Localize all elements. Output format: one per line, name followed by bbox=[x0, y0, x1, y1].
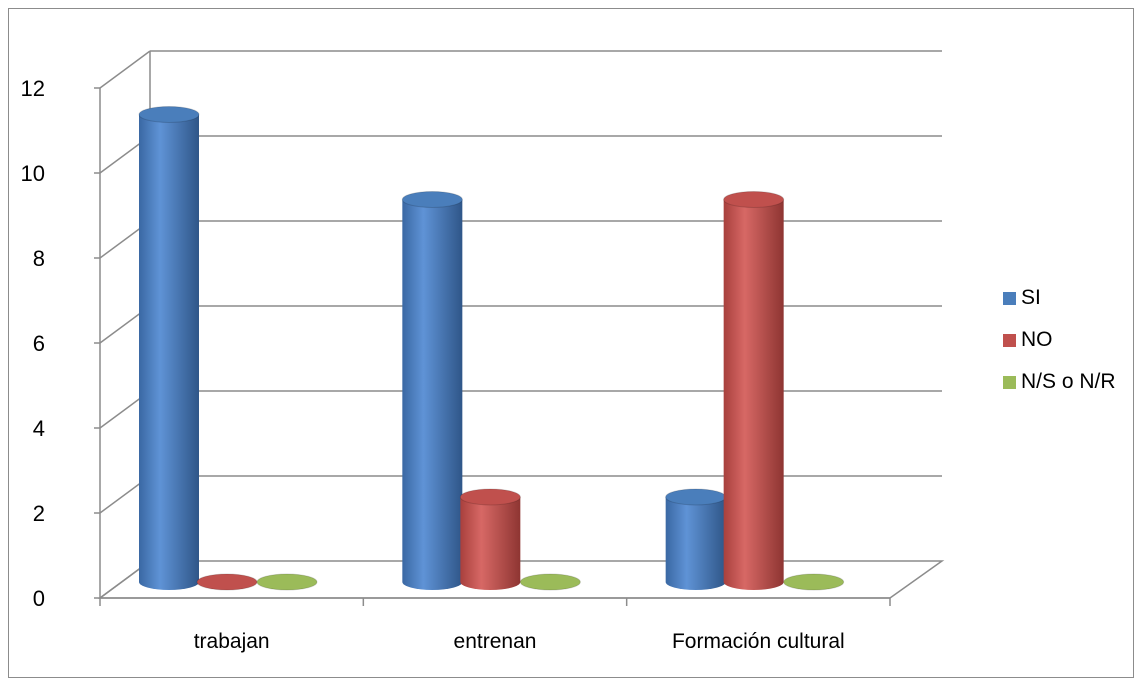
legend-label: NO bbox=[1021, 328, 1053, 351]
bar-top bbox=[459, 488, 521, 506]
bar-body bbox=[139, 114, 199, 590]
bar-no bbox=[459, 488, 521, 590]
bar-top bbox=[519, 573, 581, 591]
bar-top bbox=[256, 573, 318, 591]
x-category-label: entrenan bbox=[454, 630, 537, 653]
bar-top bbox=[138, 106, 200, 123]
y-tick-label: 0 bbox=[33, 586, 45, 611]
legend-swatch bbox=[1003, 376, 1016, 389]
bar-no bbox=[723, 191, 785, 590]
x-category-label: trabajan bbox=[194, 630, 270, 653]
bar-top bbox=[401, 191, 463, 208]
bar-top bbox=[723, 191, 785, 208]
y-tick-label: 2 bbox=[33, 501, 45, 526]
legend-swatch bbox=[1003, 292, 1016, 305]
legend-label: N/S o N/R bbox=[1021, 370, 1116, 393]
bar-top bbox=[665, 488, 727, 506]
x-category-label: Formación cultural bbox=[672, 630, 845, 653]
bar-body bbox=[723, 199, 784, 590]
legend-swatch bbox=[1003, 334, 1016, 347]
legend-label: SI bbox=[1021, 286, 1041, 309]
y-tick-label: 12 bbox=[21, 76, 45, 101]
y-tick-label: 10 bbox=[21, 161, 45, 186]
bar-top bbox=[783, 573, 845, 591]
bar-si bbox=[138, 106, 200, 590]
bar-body bbox=[665, 497, 726, 590]
bar-n-s-o-n-r bbox=[256, 573, 318, 591]
bar-body bbox=[402, 199, 463, 590]
bar-body bbox=[460, 497, 521, 590]
bar-n-s-o-n-r bbox=[519, 573, 581, 591]
bar-top bbox=[196, 573, 258, 591]
bar-no bbox=[196, 573, 258, 591]
bar-si bbox=[665, 488, 727, 590]
y-tick-label: 8 bbox=[33, 246, 45, 271]
y-tick-label: 6 bbox=[33, 331, 45, 356]
bar-si bbox=[401, 191, 463, 590]
wall-gridline bbox=[99, 50, 151, 89]
y-tick-label: 4 bbox=[33, 416, 45, 441]
bar-n-s-o-n-r bbox=[783, 573, 845, 591]
legend: SI NO N/S o N/R bbox=[1003, 286, 1116, 393]
